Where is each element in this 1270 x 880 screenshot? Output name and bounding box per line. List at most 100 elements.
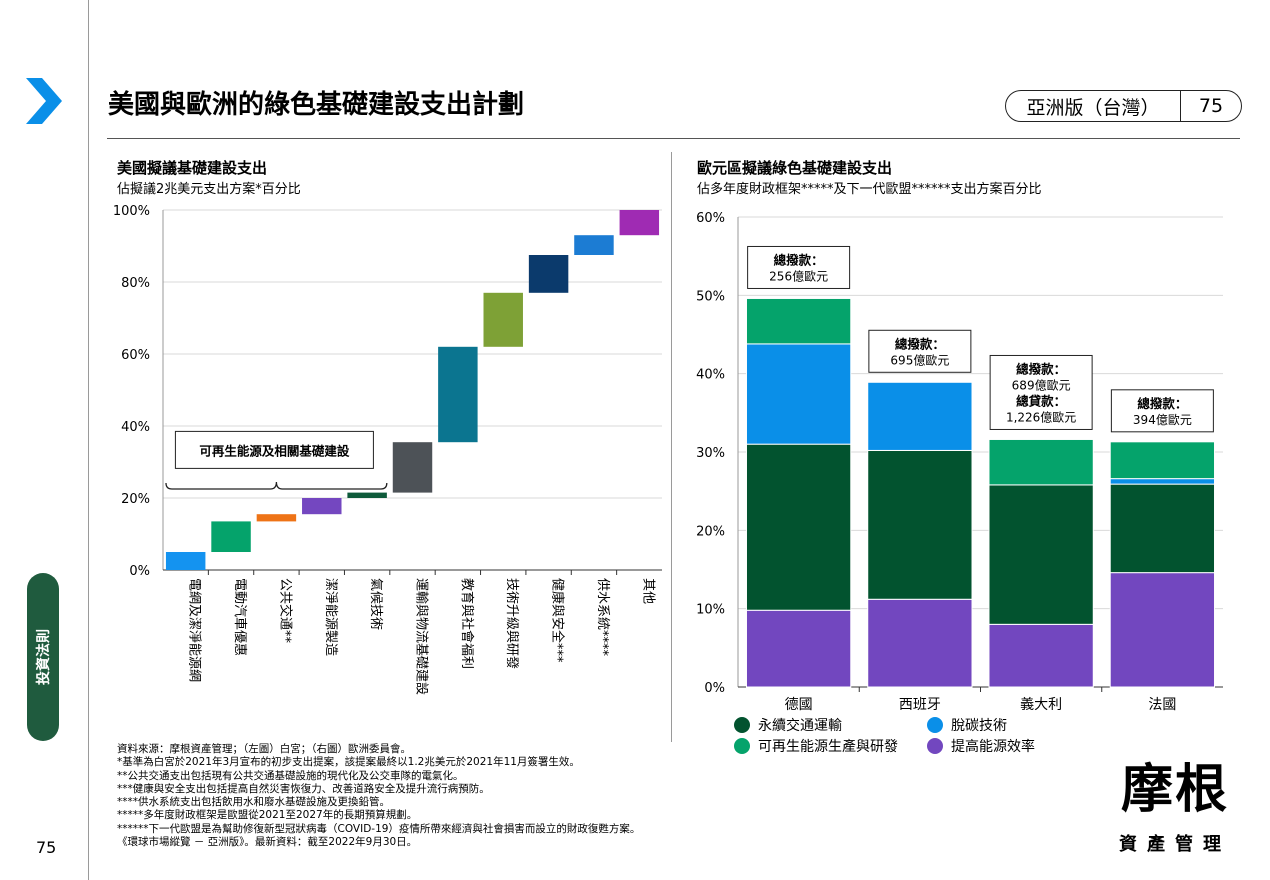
y-tick-label: 0% xyxy=(129,564,150,579)
total-allocation-box xyxy=(989,354,1093,430)
us-infrastructure-waterfall-chart: 0% 20% 40% 60% 80% 100% 電網及潔淨能源網 電動汽車優惠 公共交通** 潔淨… xyxy=(113,204,662,695)
allocation-label: 總撥款： xyxy=(1016,361,1066,376)
stacked-bar-segment xyxy=(1109,441,1216,480)
waterfall-bar xyxy=(211,521,251,552)
footnote-4: ****供水系統支出包括飲用水和廢水基礎設施及更換鉛管。 xyxy=(117,796,390,809)
right-chart-title: 歐元區擬議綠色基礎建設支出 xyxy=(697,159,893,177)
bracket-label: 可再生能源及相關基礎建設 xyxy=(199,443,350,458)
legend-label: 永續交通運輸 xyxy=(758,717,842,734)
x-tick-label: 潔淨能源製造 xyxy=(323,578,338,656)
x-tick-label: 教育與社會福利 xyxy=(459,578,475,669)
logo-line-2: 資產管理 xyxy=(1119,834,1231,855)
waterfall-bar xyxy=(302,498,342,515)
edition-page-number: 75 xyxy=(1198,95,1224,117)
y-tick-label: 30% xyxy=(696,446,725,461)
x-tick-label: 電網及潔淨能源網 xyxy=(187,578,202,682)
edition-badge: 亞洲版（台灣） 75 xyxy=(1005,90,1242,122)
waterfall-bar xyxy=(574,235,614,255)
sidebar-divider xyxy=(88,0,89,880)
left-chart-title: 美國擬議基礎建設支出 xyxy=(117,159,268,177)
stacked-bar-segment xyxy=(745,443,852,611)
x-tick-label: 西班牙 xyxy=(899,697,941,713)
allocation-label: 總貸款： xyxy=(1016,393,1066,408)
page-number: 75 xyxy=(36,838,57,857)
stacked-bar-segment xyxy=(1109,572,1216,688)
allocation-value: 256億歐元 xyxy=(769,268,828,283)
legend-label: 可再生能源生產與研發 xyxy=(758,738,898,755)
allocation-label: 總撥款： xyxy=(1137,396,1187,411)
footnotes: 資料來源：摩根資產管理；（左圖）白宮；（右圖）歐洲委員會。 *基準為白宮於202… xyxy=(117,743,640,849)
chart-divider xyxy=(671,152,672,742)
footnote-5: *****多年度財政框架是歐盟從2021至2027年的長期預算規劃。 xyxy=(117,809,418,822)
total-allocation-box xyxy=(868,329,972,373)
x-tick-label: 義大利 xyxy=(1020,696,1062,713)
eurozone-green-spending-stacked-chart: 0%10%20%30%40%50%60%德國總撥款：256億歐元西班牙總撥款：6… xyxy=(696,211,1223,755)
allocation-value: 695億歐元 xyxy=(890,352,949,367)
total-allocation-box xyxy=(747,245,851,289)
y-tick-label: 20% xyxy=(121,492,150,507)
footnote-7: 《環球市場縱覽 － 亞洲版》。最新資料：截至2022年9月30日。 xyxy=(117,836,418,849)
x-tick-label: 健康與安全*** xyxy=(550,578,566,663)
y-tick-label: 60% xyxy=(696,211,725,226)
allocation-value: 1,226億歐元 xyxy=(1006,409,1076,424)
stacked-bar-segment xyxy=(867,381,973,451)
footnote-source: 資料來源：摩根資產管理；（左圖）白宮；（右圖）歐洲委員會。 xyxy=(117,743,411,755)
stacked-bar-segment xyxy=(988,484,1094,625)
waterfall-bar xyxy=(483,292,523,347)
chevron-right-icon xyxy=(26,78,62,124)
bracket xyxy=(165,481,388,490)
waterfall-bar xyxy=(619,210,660,236)
stacked-bar-segment xyxy=(1109,483,1216,574)
page-title: 美國與歐洲的綠色基礎建設支出計劃 xyxy=(108,90,525,120)
sidebar-tab-label: 投資法則 xyxy=(36,629,52,685)
header-rule xyxy=(107,138,1240,139)
y-tick-label: 60% xyxy=(121,348,150,363)
stacked-bar-segment xyxy=(988,623,1094,688)
bracket-label-box xyxy=(174,430,374,469)
logo-line-1: 摩根 xyxy=(1120,759,1229,820)
stacked-bar-segment xyxy=(745,609,852,688)
y-tick-label: 40% xyxy=(696,368,725,383)
stacked-bar-segment xyxy=(867,598,973,688)
waterfall-bar xyxy=(528,255,569,293)
left-chart-subtitle: 佔擬議2兆美元支出方案*百分比 xyxy=(117,182,301,197)
y-tick-label: 20% xyxy=(696,524,725,539)
waterfall-bar xyxy=(256,514,297,522)
allocation-label: 總撥款： xyxy=(895,336,945,351)
y-tick-label: 0% xyxy=(704,681,725,696)
waterfall-bar xyxy=(392,442,433,493)
y-tick-label: 80% xyxy=(121,276,150,291)
legend-marker xyxy=(734,717,750,733)
allocation-value: 689億歐元 xyxy=(1012,377,1071,392)
jpmorgan-logo: 摩根 資產管理 xyxy=(1110,758,1240,856)
footnote-6: ******下一代歐盟是為幫助修復新型冠狀病毒（COVID-19）疫情所帶來經濟… xyxy=(117,822,641,835)
y-tick-label: 10% xyxy=(696,603,725,618)
edition-label: 亞洲版（台灣） xyxy=(1006,91,1181,121)
allocation-label: 總撥款： xyxy=(774,252,824,267)
x-tick-label: 德國 xyxy=(785,697,813,713)
y-tick-label: 40% xyxy=(121,420,150,435)
allocation-value: 394億歐元 xyxy=(1133,412,1192,427)
footnote-3: ***健康與安全支出包括提高自然災害恢復力、改善道路安全及提升流行病預防。 xyxy=(117,782,490,795)
footnote-2: **公共交通支出包括現有公共交通基礎設施的現代化及公交車隊的電氣化。 xyxy=(117,769,464,782)
legend-label: 脫碳技術 xyxy=(951,718,1007,734)
total-allocation-box xyxy=(1110,389,1214,433)
y-tick-label: 100% xyxy=(113,204,150,219)
stacked-bar-segment xyxy=(867,449,973,600)
x-tick-label: 技術升級與研發 xyxy=(504,578,519,669)
stacked-bar-segment xyxy=(988,438,1094,486)
sidebar-tab[interactable]: 投資法則 xyxy=(27,573,59,741)
legend-marker xyxy=(927,738,943,754)
stacked-bar-segment xyxy=(1109,478,1216,485)
legend-marker xyxy=(927,717,943,733)
x-tick-label: 電動汽車優惠 xyxy=(232,578,247,656)
x-tick-label: 運輸與物流基礎建設 xyxy=(414,578,430,695)
legend-marker xyxy=(734,738,750,754)
x-tick-label: 公共交通** xyxy=(277,578,293,644)
stacked-bar-segment xyxy=(745,297,852,345)
y-tick-label: 50% xyxy=(696,289,725,304)
right-chart-subtitle: 佔多年度財政框架*****及下一代歐盟******支出方案百分比 xyxy=(697,182,1042,197)
legend-label: 提高能源效率 xyxy=(951,738,1035,755)
waterfall-bar xyxy=(347,492,387,498)
x-tick-label: 法國 xyxy=(1148,697,1176,713)
